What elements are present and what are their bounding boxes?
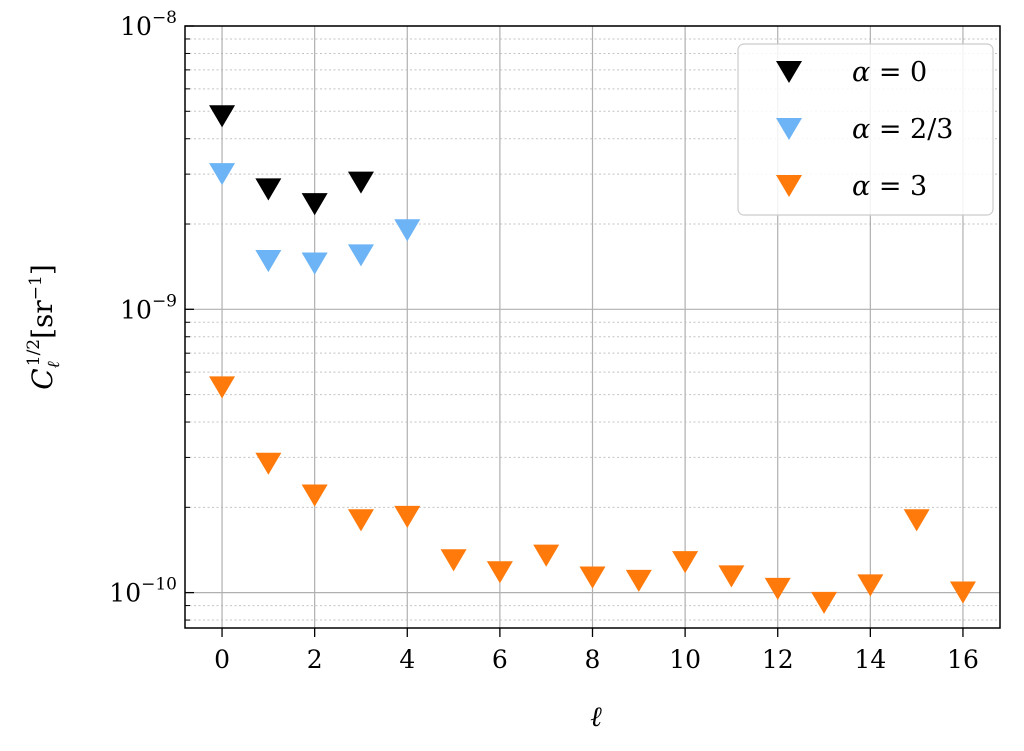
data-markers (209, 105, 976, 614)
data-point (811, 591, 838, 614)
legend-marker (776, 60, 802, 84)
legend-marker (776, 174, 802, 198)
y-label-base: C (26, 368, 59, 389)
data-point (486, 561, 513, 584)
data-point (857, 574, 884, 597)
x-tick-labels: 0 2 4 6 8 10 12 14 16 (214, 645, 979, 674)
data-point (394, 505, 421, 528)
x-tick-label: 14 (854, 645, 886, 674)
y-tick-label: 10−8 (120, 8, 177, 41)
x-tick-label: 0 (214, 645, 230, 674)
data-point (301, 484, 328, 507)
x-tick-label: 16 (947, 645, 979, 674)
svg-text:Cℓ1/2[sr−1]: Cℓ1/2[sr−1] (24, 264, 64, 390)
y-tick-label: 10−10 (109, 575, 177, 608)
y-tick-label: 10−9 (120, 291, 177, 324)
data-point (301, 252, 328, 275)
data-point (255, 178, 282, 201)
legend: α = 0 α = 2/3 α = 3 (737, 43, 994, 216)
data-point (764, 577, 791, 601)
x-tick-label: 10 (669, 645, 701, 674)
y-tick-labels: 10−10 10−9 10−8 (109, 8, 177, 608)
legend-box (737, 43, 994, 216)
y-label-unit-close: ] (26, 264, 59, 275)
data-point (625, 569, 652, 592)
data-point (347, 509, 374, 532)
data-point (301, 193, 328, 216)
data-point (209, 376, 236, 399)
data-point (903, 509, 930, 532)
x-tick-label: 4 (399, 645, 415, 674)
data-point (347, 171, 374, 194)
legend-marker (776, 117, 802, 141)
y-label-sub: ℓ (44, 361, 64, 368)
legend-label: α = 0 (852, 57, 927, 88)
data-point (394, 219, 421, 242)
legend-label: α = 2/3 (852, 114, 953, 145)
y-label-unit: [sr (26, 300, 59, 339)
y-axis-label: Cℓ1/2[sr−1] (24, 264, 64, 390)
legend-label: α = 3 (852, 171, 927, 202)
y-label-unit-sup: −1 (26, 275, 46, 300)
axis-ticks (185, 25, 964, 637)
y-label-sup: 1/2 (24, 339, 44, 366)
x-axis-label: ℓ (590, 700, 602, 733)
data-point (718, 565, 745, 588)
data-point (209, 163, 236, 186)
minor-gridlines (185, 38, 1000, 621)
data-point (949, 581, 976, 604)
data-point (255, 452, 282, 475)
x-tick-label: 8 (585, 645, 601, 674)
x-tick-label: 6 (492, 645, 508, 674)
data-point (579, 566, 606, 589)
data-point (347, 244, 374, 267)
x-tick-label: 2 (307, 645, 323, 674)
data-point (440, 549, 467, 572)
data-point (209, 105, 236, 128)
data-point (255, 250, 282, 273)
data-point (533, 544, 560, 567)
x-tick-label: 12 (762, 645, 794, 674)
data-point (672, 551, 699, 574)
